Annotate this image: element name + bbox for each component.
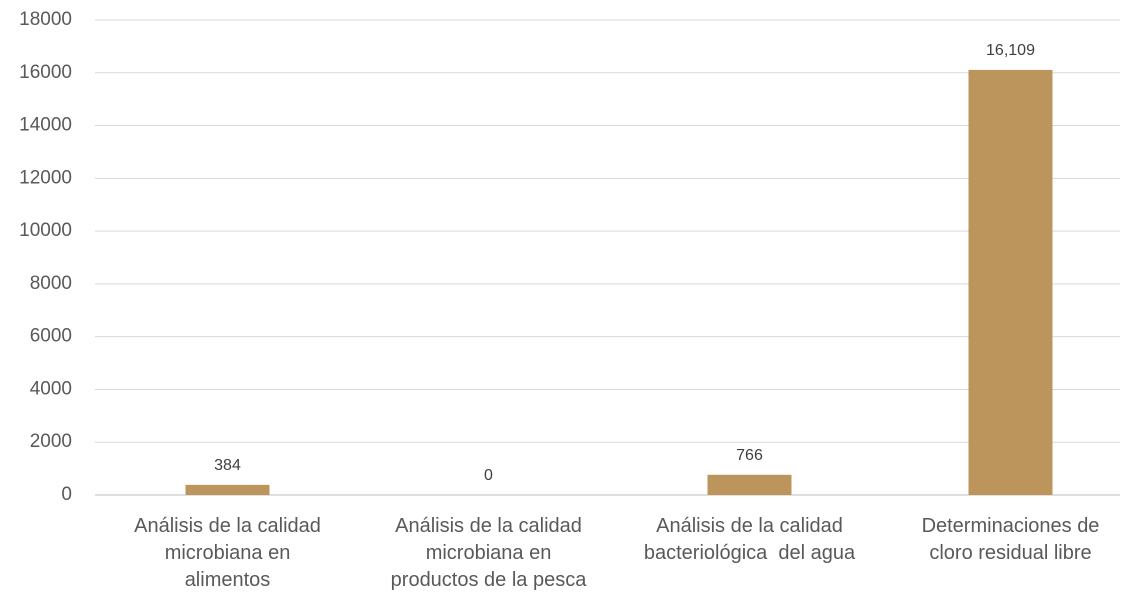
data-label: 384 bbox=[214, 457, 241, 474]
y-tick-label: 12000 bbox=[19, 167, 72, 188]
bar bbox=[185, 484, 270, 495]
x-tick-label: Análisis de la calidad microbiana en ali… bbox=[134, 515, 321, 591]
data-label: 766 bbox=[736, 447, 763, 464]
x-tick-label: Análisis de la calidad microbiana en pro… bbox=[390, 515, 587, 591]
x-tick-label: Determinaciones de cloro residual libre bbox=[921, 515, 1100, 564]
y-tick-label: 0 bbox=[61, 484, 72, 505]
y-tick-label: 4000 bbox=[30, 378, 72, 399]
bar bbox=[968, 69, 1053, 495]
y-tick-label: 18000 bbox=[19, 9, 72, 30]
data-label: 0 bbox=[484, 467, 493, 484]
y-tick-label: 8000 bbox=[30, 273, 72, 294]
y-tick-label: 2000 bbox=[30, 431, 72, 452]
y-tick-label: 6000 bbox=[30, 326, 72, 347]
y-tick-label: 10000 bbox=[19, 220, 72, 241]
x-tick-label: Análisis de la calidad bacteriológica de… bbox=[643, 515, 856, 564]
y-tick-label: 14000 bbox=[19, 115, 72, 136]
data-label: 16,109 bbox=[986, 42, 1035, 59]
y-tick-label: 16000 bbox=[19, 62, 72, 83]
bar bbox=[707, 474, 792, 495]
